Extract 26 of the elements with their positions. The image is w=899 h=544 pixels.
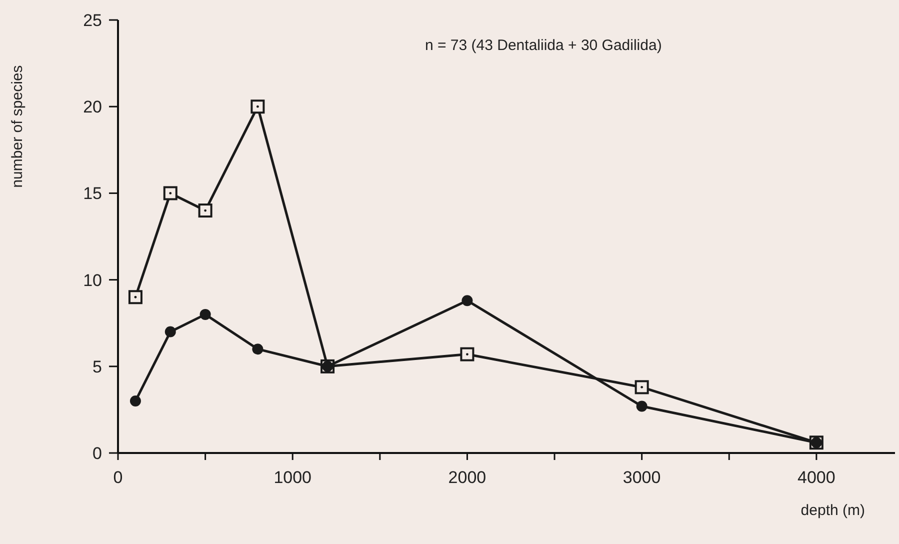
x-axis-title: depth (m): [800, 502, 865, 519]
annotation: n = 73 (43 Dentaliida + 30 Gadilida): [425, 37, 662, 54]
x-tick-label: 3000: [622, 468, 661, 487]
point: [164, 326, 176, 338]
point: [163, 186, 178, 200]
point: [634, 380, 649, 394]
point: [252, 344, 264, 355]
point: [250, 100, 265, 114]
y-axis-title: number of species: [9, 65, 26, 188]
point: [462, 295, 473, 306]
x-tick-label: 1000: [274, 468, 312, 487]
point: [128, 290, 142, 304]
y-tick-label: 20: [83, 98, 102, 117]
point: [198, 204, 212, 218]
x-tick-label: 4000: [798, 468, 836, 487]
point: [636, 400, 648, 412]
y-tick-label: 0: [92, 444, 102, 463]
y-tick-label: 15: [83, 184, 102, 204]
x-tick-label: 2000: [448, 468, 486, 487]
y-tick-label: 10: [83, 270, 102, 290]
point: [460, 347, 474, 362]
y-tick-label: 25: [83, 10, 102, 30]
y-tick-label: 5: [92, 357, 102, 376]
point: [130, 396, 141, 407]
x-tick-label: 0: [113, 468, 123, 487]
point: [200, 308, 211, 320]
